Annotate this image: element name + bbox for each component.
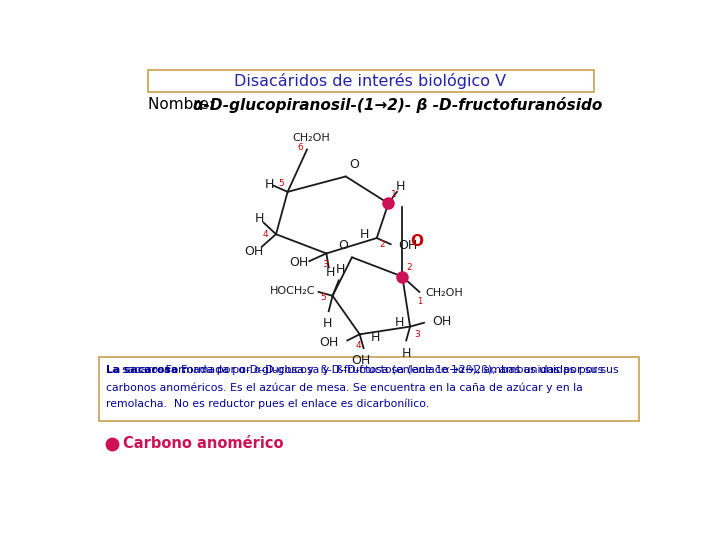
- Text: Formada por α-D-glucosa y  ß-D-fructosa (enlace 1α→2ß), ambas unidas por sus: Formada por α-D-glucosa y ß-D-fructosa (…: [162, 365, 603, 375]
- Text: H: H: [323, 318, 333, 330]
- Text: OH: OH: [351, 354, 371, 367]
- Text: 1: 1: [417, 298, 422, 306]
- Text: 2: 2: [406, 263, 412, 272]
- Text: H: H: [371, 331, 380, 344]
- Text: Carbono anomérico: Carbono anomérico: [123, 436, 284, 451]
- Text: OH: OH: [432, 315, 451, 328]
- Text: OH: OH: [245, 245, 264, 258]
- Text: 2: 2: [380, 240, 385, 248]
- Text: OH: OH: [289, 256, 308, 269]
- Text: CH₂OH: CH₂OH: [426, 288, 464, 299]
- Text: O: O: [410, 234, 423, 249]
- Text: H: H: [336, 263, 345, 276]
- Text: 5: 5: [279, 179, 284, 188]
- Text: 1: 1: [391, 190, 397, 199]
- Text: La sacarosa :: La sacarosa :: [106, 365, 186, 375]
- Text: CH₂OH: CH₂OH: [292, 133, 330, 143]
- Text: La sacarosa : Formada por α-D-glucosa y  ß-D-fructosa (enlace 1α→2ß), ambas unid: La sacarosa : Formada por α-D-glucosa y …: [106, 365, 618, 375]
- Text: OH: OH: [319, 335, 338, 348]
- Text: H: H: [264, 178, 274, 191]
- Text: Disacáridos de interés biológico V: Disacáridos de interés biológico V: [235, 73, 507, 89]
- Text: 4: 4: [356, 341, 361, 350]
- Text: remolacha.  No es reductor pues el enlace es dicarbonílico.: remolacha. No es reductor pues el enlace…: [106, 399, 428, 409]
- Text: H: H: [325, 266, 335, 279]
- Text: 5: 5: [320, 293, 326, 302]
- Text: 6: 6: [297, 144, 303, 152]
- Text: O: O: [349, 158, 359, 171]
- Text: O: O: [338, 239, 348, 252]
- Text: H: H: [254, 212, 264, 225]
- Text: 3: 3: [414, 330, 420, 339]
- Text: H: H: [360, 228, 369, 241]
- Text: HOCH₂C: HOCH₂C: [270, 286, 315, 296]
- FancyBboxPatch shape: [99, 357, 639, 421]
- Text: 3: 3: [322, 260, 328, 268]
- Text: carbonos anoméricos. Es el azúcar de mesa. Se encuentra en la caña de azúcar y e: carbonos anoméricos. Es el azúcar de mes…: [106, 382, 582, 393]
- FancyBboxPatch shape: [148, 70, 594, 92]
- Text: OH: OH: [398, 239, 418, 252]
- Text: H: H: [402, 347, 411, 360]
- Text: α-D-glucopiranosil-(1→2)- β -D-fructofuranósido: α-D-glucopiranosil-(1→2)- β -D-fructofur…: [193, 97, 603, 113]
- Text: H: H: [395, 180, 405, 193]
- Text: 4: 4: [263, 230, 269, 239]
- Text: Nombre:: Nombre:: [148, 97, 219, 112]
- Text: H: H: [395, 316, 404, 329]
